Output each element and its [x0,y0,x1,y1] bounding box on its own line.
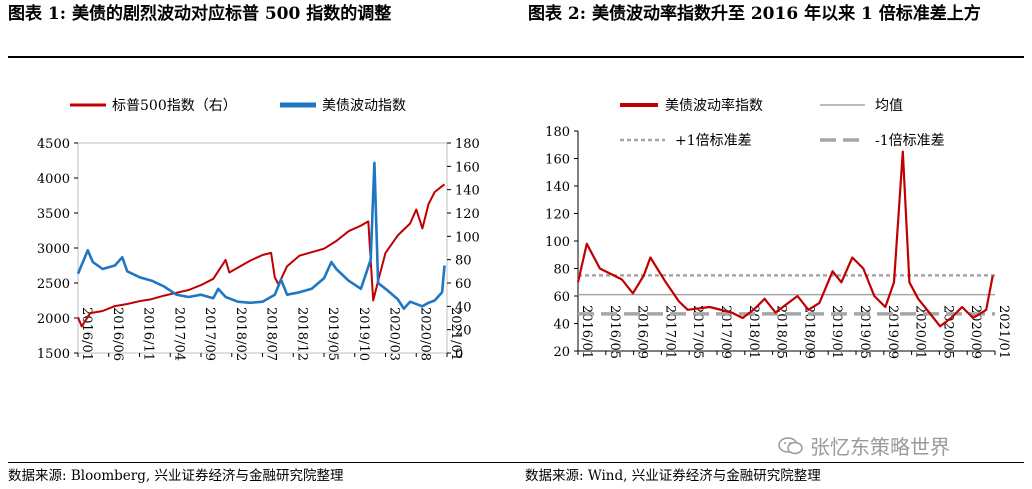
x-tick-label: 2017/09 [202,307,217,361]
y-tick-label: 140 [545,180,570,195]
x-tick-label: 2019/05 [857,305,872,359]
y-left-tick-label: 2500 [37,277,70,292]
watermark-text: 张忆东策略世界 [810,435,950,459]
x-tick-label: 2020/03 [387,307,402,361]
y-left-tick-label: 2000 [37,312,70,327]
sp500-line [77,183,446,328]
chart1-title: 图表 1: 美债的剧烈波动对应标普 500 指数的调整 [8,4,392,24]
x-tick-label: 2021/01 [448,307,463,361]
y-right-tick-label: 80 [455,254,472,269]
y-right-tick-label: 140 [455,184,480,199]
x-tick-label: 2017/01 [662,305,677,359]
y-right-tick-label: 160 [455,160,480,175]
x-tick-label: 2018/01 [746,305,761,359]
x-tick-label: 2018/09 [801,305,816,359]
x-tick-label: 2016/01 [79,307,94,361]
y-left-tick-label: 4500 [37,137,70,152]
chart1-source: 数据来源: Bloomberg, 兴业证券经济与金融研究院整理 [8,468,344,484]
legend-label: +1倍标准差 [675,133,752,149]
chart1-svg: 1500 2000 2500 3000 3500 4000 4500 0 20 40 60 80 100… [37,98,480,362]
x-tick-label: 2017/09 [718,305,733,359]
x-tick-label: 2018/02 [233,307,248,361]
watermark: 张忆东策略世界 [778,431,950,460]
y-left-tick-label: 1500 [37,347,70,362]
y-tick-label: 60 [553,290,570,305]
x-tick-label: 2019/10 [356,307,371,361]
y-tick-label: 40 [553,318,570,333]
y-tick-label: 160 [545,153,570,168]
x-tick-label: 2016/09 [635,305,650,359]
y-right-tick-label: 0 [455,347,463,362]
x-tick-label: 2020/08 [417,307,432,361]
x-tick-label: 2018/05 [774,305,789,359]
x-tick-label: 2021/01 [996,305,1011,359]
x-tick-label: 2020/09 [968,305,983,359]
y-left-tick-label: 4000 [37,172,70,187]
y-left-tick-label: 3500 [37,207,70,222]
x-tick-label: 2019/09 [885,305,900,359]
x-tick-label: 2017/05 [690,305,705,359]
x-tick-label: 2016/05 [607,305,622,359]
bottom-rule [8,462,1024,463]
x-tick-label: 2016/11 [141,307,156,361]
legend-label: 美债波动指数 [322,98,406,114]
x-tick-label: 2019/01 [829,305,844,359]
chart2-svg: 20 40 60 80 100 120 140 160 180 2016/01 2016/05 201… [545,97,1011,360]
y-right-tick-label: 120 [455,207,480,222]
y-right-tick-label: 100 [455,230,480,245]
x-tick-label: 2019/05 [325,307,340,361]
y-tick-label: 180 [545,125,570,140]
chart2-source: 数据来源: Wind, 兴业证券经济与金融研究院整理 [525,468,821,484]
wechat-icon [778,436,803,454]
legend-label: 均值 [875,98,903,114]
y-tick-label: 80 [553,263,570,278]
y-tick-label: 120 [545,208,570,223]
legend-label: 标普500指数（右） [112,98,237,114]
legend-label: -1倍标准差 [875,133,945,149]
x-tick-label: 2018/07 [264,307,279,361]
y-tick-label: 20 [553,345,570,360]
y-right-tick-label: 40 [455,300,472,315]
y-right-tick-label: 60 [455,277,472,292]
x-tick-label: 2016/06 [110,307,125,361]
x-tick-label: 2016/01 [579,305,594,359]
legend-label: 美债波动率指数 [665,97,763,114]
x-tick-label: 2017/04 [171,307,186,361]
y-right-tick-label: 20 [455,324,472,339]
y-tick-label: 100 [545,235,570,250]
vol-index-line [76,161,446,310]
x-tick-label: 2020/01 [913,305,928,359]
y-left-tick-label: 3000 [37,242,70,257]
vol-index-line [576,150,994,328]
top-rule [8,56,1024,58]
x-tick-label: 2018/12 [294,307,309,361]
chart2-title: 图表 2: 美债波动率指数升至 2016 年以来 1 倍标准差上方 [528,4,981,24]
y-right-tick-label: 180 [455,137,480,152]
